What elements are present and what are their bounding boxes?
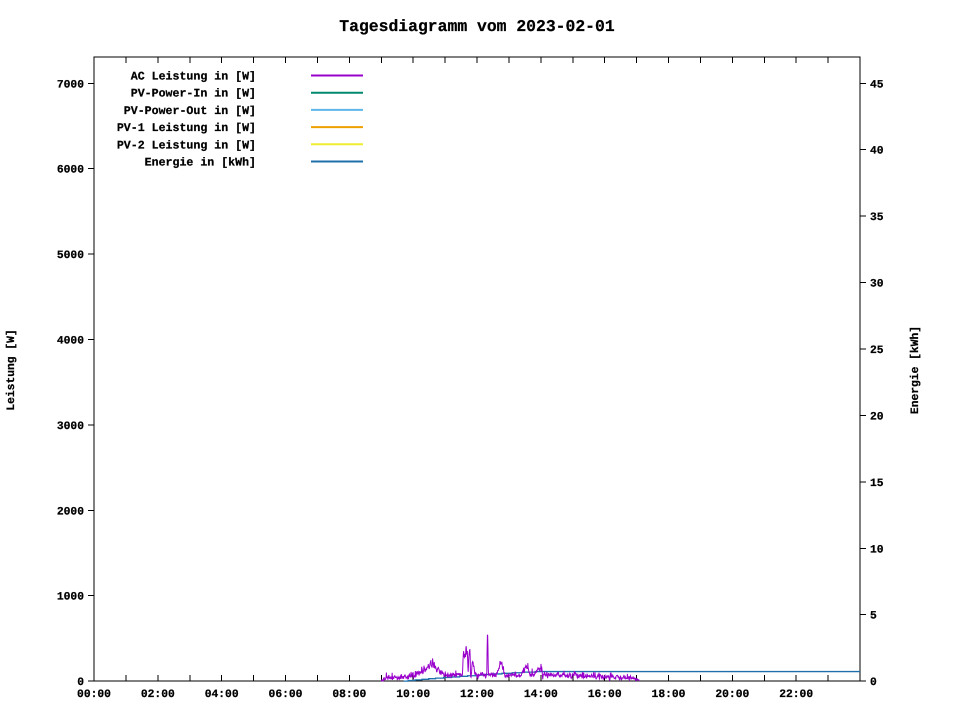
svg-text:00:00: 00:00 [77,689,111,701]
svg-text:16:00: 16:00 [588,689,622,701]
svg-text:PV-1 Leistung in [W]: PV-1 Leistung in [W] [117,122,256,135]
svg-text:PV-2 Leistung in [W]: PV-2 Leistung in [W] [117,139,256,152]
svg-text:25: 25 [870,345,884,357]
svg-text:Tagesdiagramm vom 2023-02-01: Tagesdiagramm vom 2023-02-01 [339,17,615,36]
svg-text:04:00: 04:00 [205,689,239,701]
svg-text:Leistung [W]: Leistung [W] [5,329,18,410]
svg-text:0: 0 [870,677,877,689]
svg-text:15: 15 [870,478,884,490]
svg-text:5000: 5000 [57,250,84,262]
svg-text:Energie in [kWh]: Energie in [kWh] [145,157,256,170]
svg-text:2000: 2000 [57,506,84,518]
svg-text:20:00: 20:00 [715,689,749,701]
svg-text:20: 20 [870,411,884,423]
svg-text:PV-Power-In in [W]: PV-Power-In in [W] [131,88,256,101]
svg-text:45: 45 [870,79,884,91]
svg-text:1000: 1000 [57,592,84,604]
svg-text:5: 5 [870,611,877,623]
svg-text:06:00: 06:00 [269,689,303,701]
svg-text:02:00: 02:00 [141,689,175,701]
svg-text:3000: 3000 [57,421,84,433]
svg-text:10:00: 10:00 [396,689,430,701]
svg-text:08:00: 08:00 [332,689,366,701]
svg-text:7000: 7000 [57,79,84,91]
svg-text:10: 10 [870,544,884,556]
svg-text:14:00: 14:00 [524,689,558,701]
svg-text:Energie [kWh]: Energie [kWh] [909,326,922,414]
svg-text:4000: 4000 [57,336,84,348]
svg-text:40: 40 [870,146,884,158]
svg-text:18:00: 18:00 [652,689,686,701]
svg-text:0: 0 [77,677,84,689]
svg-text:PV-Power-Out in [W]: PV-Power-Out in [W] [124,105,256,118]
svg-text:AC Leistung in [W]: AC Leistung in [W] [131,71,256,84]
svg-text:22:00: 22:00 [779,689,813,701]
svg-text:6000: 6000 [57,165,84,177]
svg-text:35: 35 [870,212,884,224]
svg-text:12:00: 12:00 [460,689,494,701]
svg-text:30: 30 [870,279,884,291]
